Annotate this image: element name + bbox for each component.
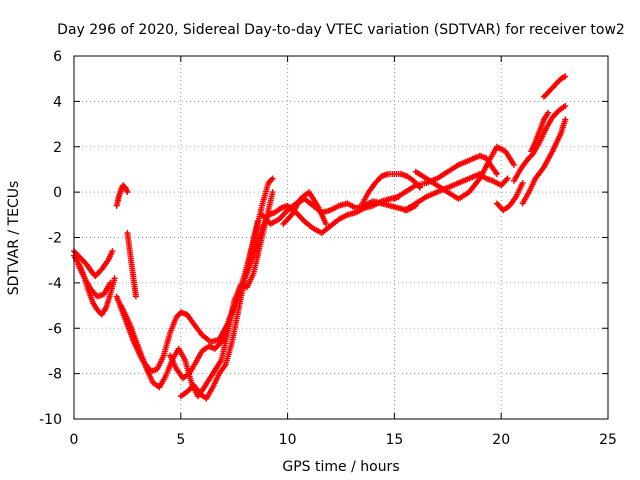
y-tick-label: 2 xyxy=(53,140,62,156)
data-series-track-p xyxy=(412,143,517,202)
y-tick-label: -4 xyxy=(48,276,62,292)
data-series-track-t xyxy=(540,73,569,100)
data-series-track-s xyxy=(519,116,569,207)
x-tick-label: 10 xyxy=(279,432,297,448)
y-tick-label: 6 xyxy=(53,49,62,65)
data-series-track-g xyxy=(118,189,276,400)
data-series-track-e xyxy=(124,230,139,300)
data-series-track-l xyxy=(280,189,329,227)
data-series-track-u xyxy=(528,109,552,155)
data-series-track-k xyxy=(259,195,419,227)
y-tick-label: -2 xyxy=(48,231,62,247)
data-series-track-q xyxy=(493,180,526,214)
x-tick-label: 20 xyxy=(492,432,510,448)
data-series-track-c xyxy=(75,261,114,300)
data-series-track-d xyxy=(113,182,131,209)
y-tick-label: -6 xyxy=(48,321,62,337)
y-tick-label: -8 xyxy=(48,367,62,383)
data-series xyxy=(71,73,569,402)
y-tick-label: 0 xyxy=(53,185,62,201)
data-series-track-j xyxy=(241,193,402,282)
x-tick-label: 25 xyxy=(599,432,617,448)
x-tick-label: 15 xyxy=(385,432,403,448)
chart-title: Day 296 of 2020, Sidereal Day-to-day VTE… xyxy=(57,22,625,38)
y-axis-label: SDTVAR / TECUs xyxy=(6,181,22,296)
x-tick-label: 5 xyxy=(176,432,185,448)
data-series-track-r xyxy=(511,102,569,184)
axis-ticks: 0 5 10 15 20 25 -10 -8 -6 -4 -2 0 2 4 6 xyxy=(39,49,617,448)
data-series-track-m xyxy=(359,171,423,207)
y-tick-label: -10 xyxy=(39,412,62,428)
x-tick-label: 0 xyxy=(70,432,79,448)
y-tick-label: 4 xyxy=(53,94,62,110)
data-series-track-i xyxy=(167,302,238,382)
x-axis-label: GPS time / hours xyxy=(282,459,399,475)
grid-lines xyxy=(74,56,608,419)
